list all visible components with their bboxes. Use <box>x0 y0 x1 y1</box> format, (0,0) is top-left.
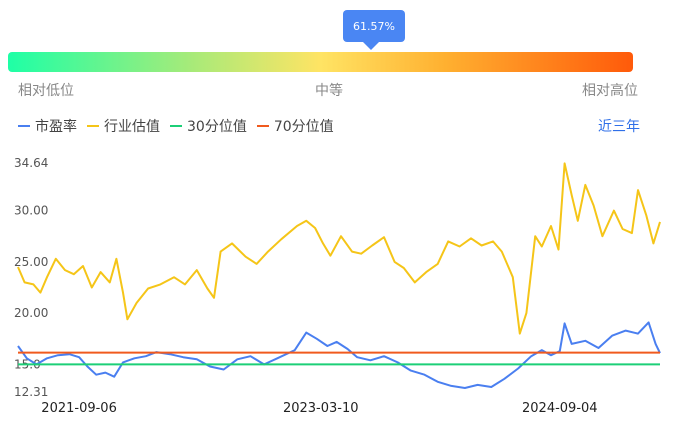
series-line-1 <box>17 162 661 335</box>
x-tick-label: 2024-09-04 <box>522 401 598 416</box>
tooltip-pointer <box>363 42 379 50</box>
legend-label: 市盈率 <box>35 119 77 135</box>
series-line-0 <box>17 321 661 389</box>
y-tick-label: 34.64 <box>14 156 48 170</box>
legend-swatch <box>18 125 30 127</box>
percentile-tooltip: 61.57% <box>343 10 405 42</box>
legend-swatch <box>87 125 99 127</box>
legend-item-industry[interactable]: 行业估值 <box>87 116 160 136</box>
legend-label: 行业估值 <box>104 119 160 135</box>
legend-label: 70分位值 <box>273 119 334 135</box>
y-tick-label: 25.00 <box>14 255 48 269</box>
legend-item-pe[interactable]: 市盈率 <box>18 116 77 136</box>
percentile-value: 61.57% <box>353 19 395 33</box>
range-selector[interactable]: 近三年 <box>598 119 640 135</box>
legend-swatch <box>170 125 182 127</box>
valuation-gradient-bar <box>8 52 633 72</box>
scale-high-label: 相对高位 <box>582 83 638 99</box>
scale-low-label: 相对低位 <box>18 83 74 99</box>
scale-mid-label: 中等 <box>315 83 343 99</box>
x-tick-label: 2023-03-10 <box>283 401 359 416</box>
chart-legend: 市盈率 行业估值 30分位值 70分位值 <box>18 116 334 136</box>
legend-item-p70[interactable]: 70分位值 <box>256 116 334 136</box>
x-tick-label: 2021-09-06 <box>41 401 117 416</box>
y-tick-label: 30.00 <box>14 204 48 218</box>
legend-item-p30[interactable]: 30分位值 <box>170 116 247 136</box>
legend-label: 30分位值 <box>187 119 247 135</box>
y-tick-label: 20.00 <box>14 306 48 320</box>
y-tick-label: 12.31 <box>14 385 48 399</box>
legend-swatch <box>256 125 269 127</box>
